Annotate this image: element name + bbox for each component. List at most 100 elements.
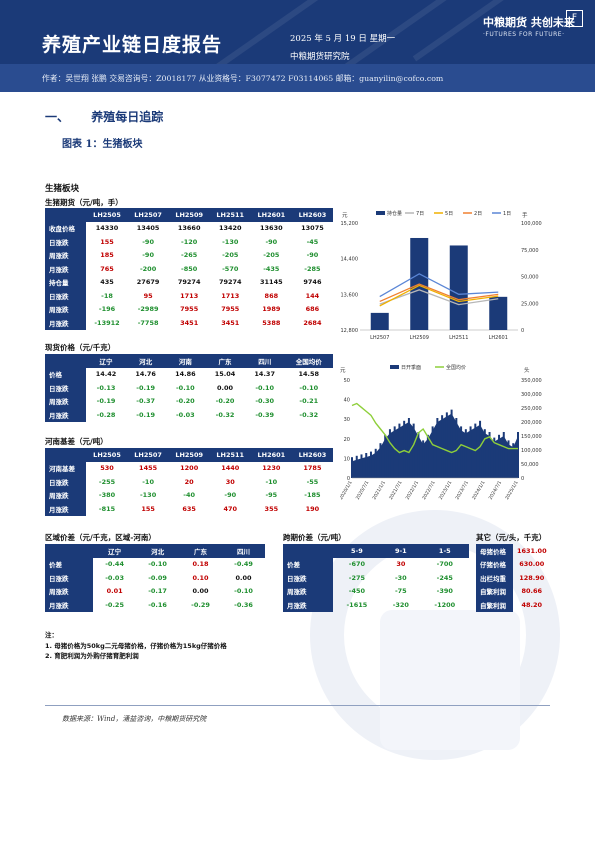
table-cell: 355 [264, 504, 279, 513]
calendar-table-title: 跨期价差（元/吨） [283, 533, 346, 542]
table-cell: 1440 [221, 464, 240, 473]
table-cell: -90 [142, 237, 154, 246]
column-header [45, 544, 94, 558]
row-label: 母猪价格 [476, 544, 513, 558]
table-cell: 3451 [180, 318, 199, 327]
calendar-spread-table: 5-9 9-1 1-5 价差 -670 30 -700 日涨跌 -275 -30 -245 周涨跌 -4… [283, 544, 469, 612]
basis-table: LH2505 LH2507 LH2509 LH2511 LH2601 LH2603 河南基差… [45, 448, 333, 516]
column-header [283, 544, 333, 558]
legend-swatch [376, 211, 385, 215]
legend-label: 2日 [474, 211, 482, 217]
notes-block: 注： 1. 母猪价格为50kg二元母猪价格，仔猪价格为15kg仔猪价格 2. 育… [45, 630, 227, 662]
row-label: 月涨跌 [283, 598, 333, 612]
table-cell: -45 [306, 237, 319, 246]
table-cell: -200 [139, 264, 157, 273]
row-label: 月涨跌 [45, 408, 87, 422]
other-table-title: 其它（元/头，千克） [476, 533, 547, 542]
x-tick-label: 2023/1/1 [438, 480, 454, 501]
national-price-line [351, 402, 518, 454]
column-header: LH2507 [127, 208, 169, 222]
y-right-tick: 0 [521, 328, 524, 334]
y-right-tick: 300,000 [521, 392, 542, 398]
spot-table-title: 现货价格（元/千克） [45, 343, 116, 352]
table-cell: 1785 [303, 464, 322, 473]
table-cell: -0.17 [148, 587, 167, 596]
table-cell: 530 [100, 464, 114, 473]
table-cell: -0.28 [96, 410, 116, 419]
table-cell: -0.19 [96, 397, 116, 406]
table-cell: -0.10 [175, 383, 195, 392]
y-left-tick: 20 [344, 437, 350, 443]
table-cell: -7758 [137, 318, 159, 327]
table-cell: 5388 [262, 318, 281, 327]
table-cell: 13660 [177, 224, 201, 233]
x-tick-label: 2020/7/1 [355, 480, 371, 501]
column-header: 5-9 [332, 544, 382, 558]
table-cell: -0.39 [255, 410, 275, 419]
table-cell: -380 [98, 491, 116, 500]
table-cell: -700 [436, 560, 453, 569]
table-row: 价差 -0.44 -0.10 0.18 -0.49 [45, 557, 265, 571]
table-cell: 14.42 [95, 370, 117, 379]
table-cell: -0.36 [234, 600, 253, 609]
brand-logo-icon: F [566, 10, 583, 27]
row-label: 价差 [283, 557, 333, 571]
table-cell: -10 [142, 477, 154, 486]
x-tick-label: 2023/7/1 [454, 480, 470, 501]
y-left-tick: 30 [344, 417, 350, 423]
table-cell: 1713 [180, 291, 199, 300]
footer-divider [45, 705, 550, 706]
table-cell: -390 [436, 587, 453, 596]
table-cell: 80.66 [521, 587, 543, 596]
x-tick-label: 2021/1/1 [371, 480, 387, 501]
table-header-row: LH2505 LH2507 LH2509 LH2511 LH2601 LH2603 [45, 448, 333, 462]
column-header: LH2505 [86, 208, 128, 222]
table-cell: 1200 [180, 464, 199, 473]
column-header: 河北 [125, 354, 166, 368]
table-cell: -320 [392, 600, 409, 609]
table-cell: 155 [141, 504, 155, 513]
table-row: 母猪价格 1631.00 [476, 544, 551, 558]
column-header: 辽宁 [93, 544, 137, 558]
y-right-tick: 350,000 [521, 378, 542, 384]
bar-open-interest [370, 312, 389, 330]
table-cell: -850 [181, 264, 198, 273]
table-cell: -0.32 [299, 410, 319, 419]
table-cell: -0.10 [255, 383, 275, 392]
table-row: 月涨跌 -0.25 -0.16 -0.29 -0.36 [45, 598, 265, 612]
x-tick-label: 2022/7/1 [421, 480, 437, 501]
table-cell: -0.20 [215, 397, 235, 406]
table-cell: 190 [305, 504, 320, 513]
table-cell: -40 [183, 491, 196, 500]
table-row: 周涨跌 -196 -2989 7955 7955 1989 686 [45, 302, 333, 316]
table-cell: 765 [100, 264, 114, 273]
table-cell: -0.10 [148, 560, 167, 569]
watermark-block [380, 610, 520, 750]
table-row: 日涨跌 -18 95 1713 1713 868 144 [45, 289, 333, 303]
other-indicators-table: 母猪价格 1631.00 仔猪价格 630.00 出栏均重 128.90 自繁利润 80.66… [476, 544, 551, 612]
table-row: 价差 -670 30 -700 [283, 557, 469, 571]
table-row: 日涨跌 -255 -10 20 30 -10 -55 [45, 475, 333, 489]
table-row: 收盘价格 14330 13405 13660 13420 13630 13075 [45, 221, 333, 235]
report-header: 养殖产业链日度报告 2025 年 5 月 19 日 星期一 中粮期货研究院 中粮… [0, 0, 595, 92]
table-row: 出栏均重 128.90 [476, 571, 551, 585]
table-row: 周涨跌 -0.19 -0.37 -0.20 -0.20 -0.30 -0.21 [45, 394, 333, 408]
table-row: 日涨跌 155 -90 -120 -130 -90 -45 [45, 235, 333, 249]
table-cell: -0.20 [175, 397, 195, 406]
table-cell: -1615 [346, 600, 368, 609]
table-cell: 470 [223, 504, 238, 513]
y-left-tick: 50 [344, 378, 350, 384]
table-header-row: 5-9 9-1 1-5 [283, 544, 469, 558]
row-label: 周涨跌 [45, 302, 87, 316]
table-cell: 0.00 [192, 587, 209, 596]
table-cell: 128.90 [519, 573, 545, 582]
table-cell: 185 [100, 251, 114, 260]
table-cell: -450 [348, 587, 366, 596]
row-label: 自繁利润 [476, 598, 513, 612]
y-right-tick: 250,000 [521, 406, 542, 412]
row-label: 日涨跌 [45, 571, 94, 585]
table-cell: -275 [348, 573, 366, 582]
table-cell: -205 [222, 251, 239, 260]
futures-table-title: 生猪期货（元/吨，手） [45, 198, 123, 207]
table-cell: -0.16 [148, 600, 167, 609]
